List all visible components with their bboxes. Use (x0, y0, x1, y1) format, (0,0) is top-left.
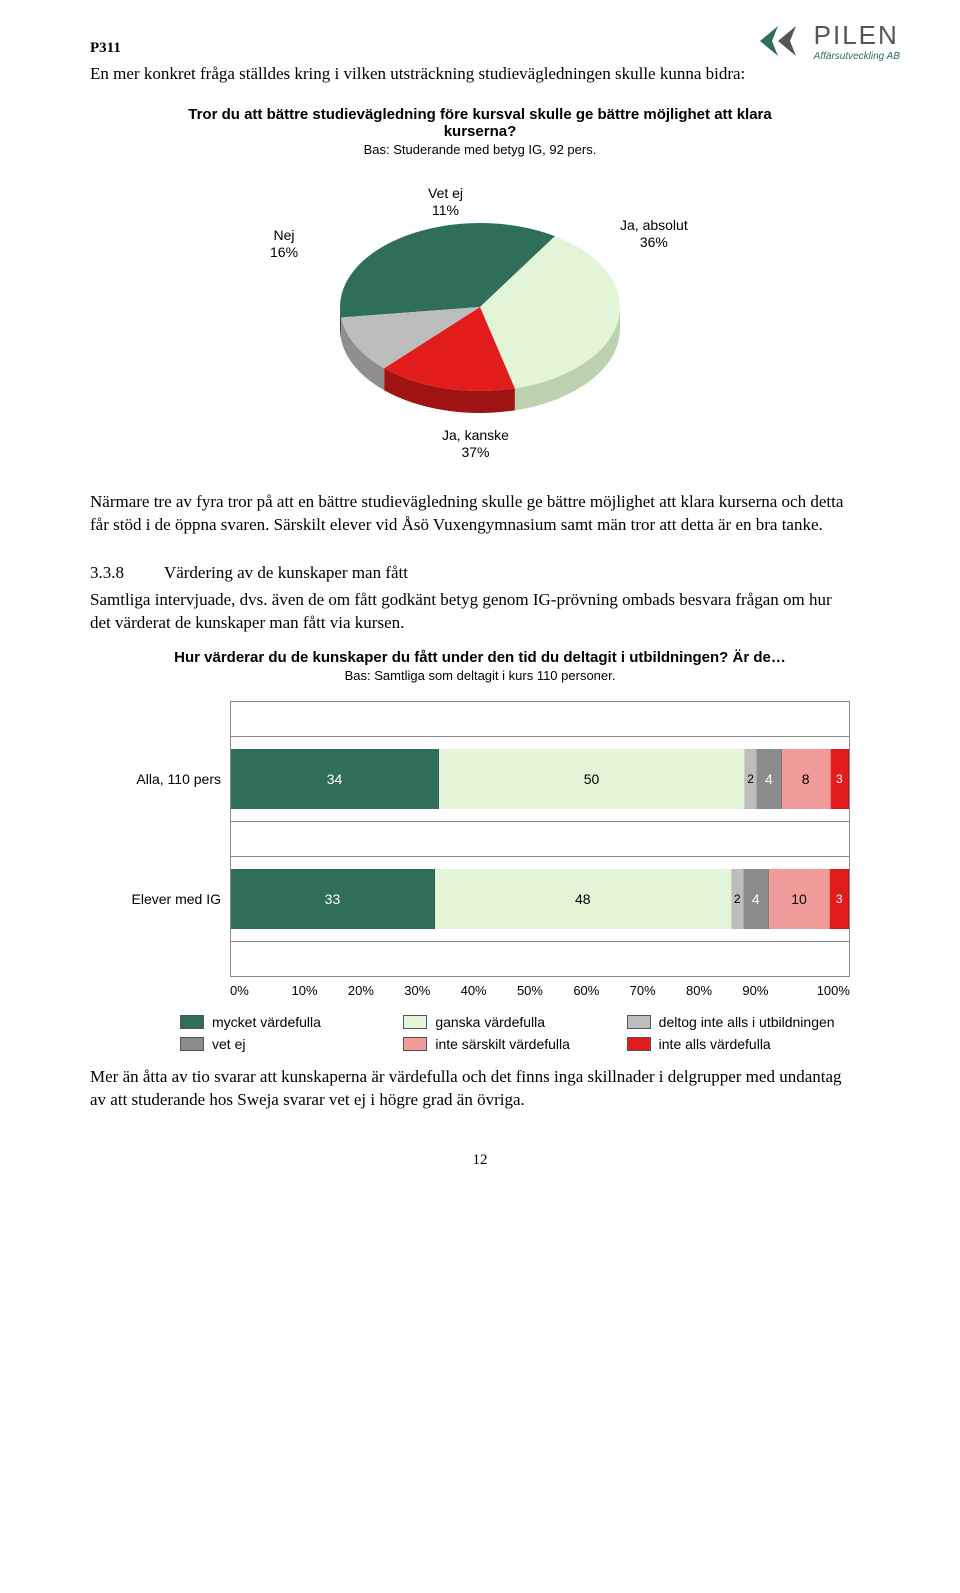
pie-slice-label: Vet ej11% (428, 185, 463, 219)
bar-category-label: Alla, 110 pers (111, 771, 231, 787)
pie-title: Tror du att bättre studievägledning före… (160, 106, 800, 140)
legend-swatch (403, 1015, 427, 1029)
bar-segment: 4 (757, 749, 781, 809)
xaxis-tick: 10% (276, 983, 332, 998)
pie-slice-label: Ja, absolut36% (620, 217, 688, 251)
bar-title: Hur värderar du de kunskaper du fått und… (110, 649, 850, 666)
xaxis-tick: 60% (558, 983, 614, 998)
legend-label: deltog inte alls i utbildningen (659, 1014, 835, 1030)
legend-label: inte särskilt värdefulla (435, 1036, 570, 1052)
bar-segment: 2 (732, 869, 744, 929)
legend-item: inte särskilt värdefulla (403, 1036, 626, 1052)
xaxis-tick: 100% (794, 983, 850, 998)
pie-subtitle: Bas: Studerande med betyg IG, 92 pers. (90, 142, 870, 157)
paragraph-1: Närmare tre av fyra tror på att en bättr… (90, 491, 850, 537)
xaxis-tick: 50% (502, 983, 558, 998)
bar-segment: 10 (769, 869, 831, 929)
bar-segment: 50 (439, 749, 745, 809)
legend-item: deltog inte alls i utbildningen (627, 1014, 850, 1030)
bar-segment: 4 (744, 869, 769, 929)
legend-label: inte alls värdefulla (659, 1036, 771, 1052)
bar-segment: 8 (782, 749, 831, 809)
bar-subtitle: Bas: Samtliga som deltagit i kurs 110 pe… (90, 668, 870, 683)
pie-chart: Ja, absolut36% Ja, kanske37% Nej16% Vet ej1… (220, 167, 740, 477)
page-number: 12 (90, 1152, 870, 1169)
xaxis-tick: 20% (333, 983, 389, 998)
section-title: Värdering av de kunskaper man fått (164, 563, 408, 582)
stacked-bar-chart: Alla, 110 pers34502483Elever med IG33482… (110, 701, 850, 1052)
bar-category-label: Elever med IG (111, 891, 231, 907)
paragraph-3: Mer än åtta av tio svarar att kunskapern… (90, 1066, 850, 1112)
xaxis-tick: 90% (727, 983, 783, 998)
bar-segment: 3 (831, 749, 849, 809)
logo-text-main: PILEN (814, 20, 900, 51)
legend-swatch (180, 1015, 204, 1029)
legend-item: inte alls värdefulla (627, 1036, 850, 1052)
bar-legend: mycket värdefulla ganska värdefulla deltog… (180, 1014, 850, 1052)
xaxis-tick: 40% (445, 983, 501, 998)
legend-swatch (180, 1037, 204, 1051)
pie-slice-label: Ja, kanske37% (442, 427, 509, 461)
xaxis-tick: 70% (615, 983, 671, 998)
bar-segment: 33 (231, 869, 435, 929)
bar-segment: 34 (231, 749, 439, 809)
legend-item: vet ej (180, 1036, 403, 1052)
bar-segment: 3 (830, 869, 849, 929)
paragraph-2: Samtliga intervjuade, dvs. även de om få… (90, 589, 850, 635)
brand-logo: PILEN Affärsutveckling AB (748, 20, 900, 62)
legend-label: vet ej (212, 1036, 245, 1052)
bar-segment: 48 (435, 869, 732, 929)
logo-chevron-icon (748, 24, 808, 58)
xaxis-tick: 80% (671, 983, 727, 998)
legend-swatch (403, 1037, 427, 1051)
legend-label: mycket värdefulla (212, 1014, 321, 1030)
logo-text-sub: Affärsutveckling AB (814, 51, 900, 62)
section-heading: 3.3.8 Värdering av de kunskaper man fått (90, 563, 870, 583)
bar-segment: 2 (745, 749, 757, 809)
legend-item: ganska värdefulla (403, 1014, 626, 1030)
legend-swatch (627, 1037, 651, 1051)
legend-label: ganska värdefulla (435, 1014, 545, 1030)
legend-item: mycket värdefulla (180, 1014, 403, 1030)
section-number: 3.3.8 (90, 563, 160, 583)
pie-slice-label: Nej16% (270, 227, 298, 261)
xaxis-tick: 30% (389, 983, 445, 998)
legend-swatch (627, 1015, 651, 1029)
intro-text: En mer konkret fråga ställdes kring i vi… (90, 63, 820, 86)
